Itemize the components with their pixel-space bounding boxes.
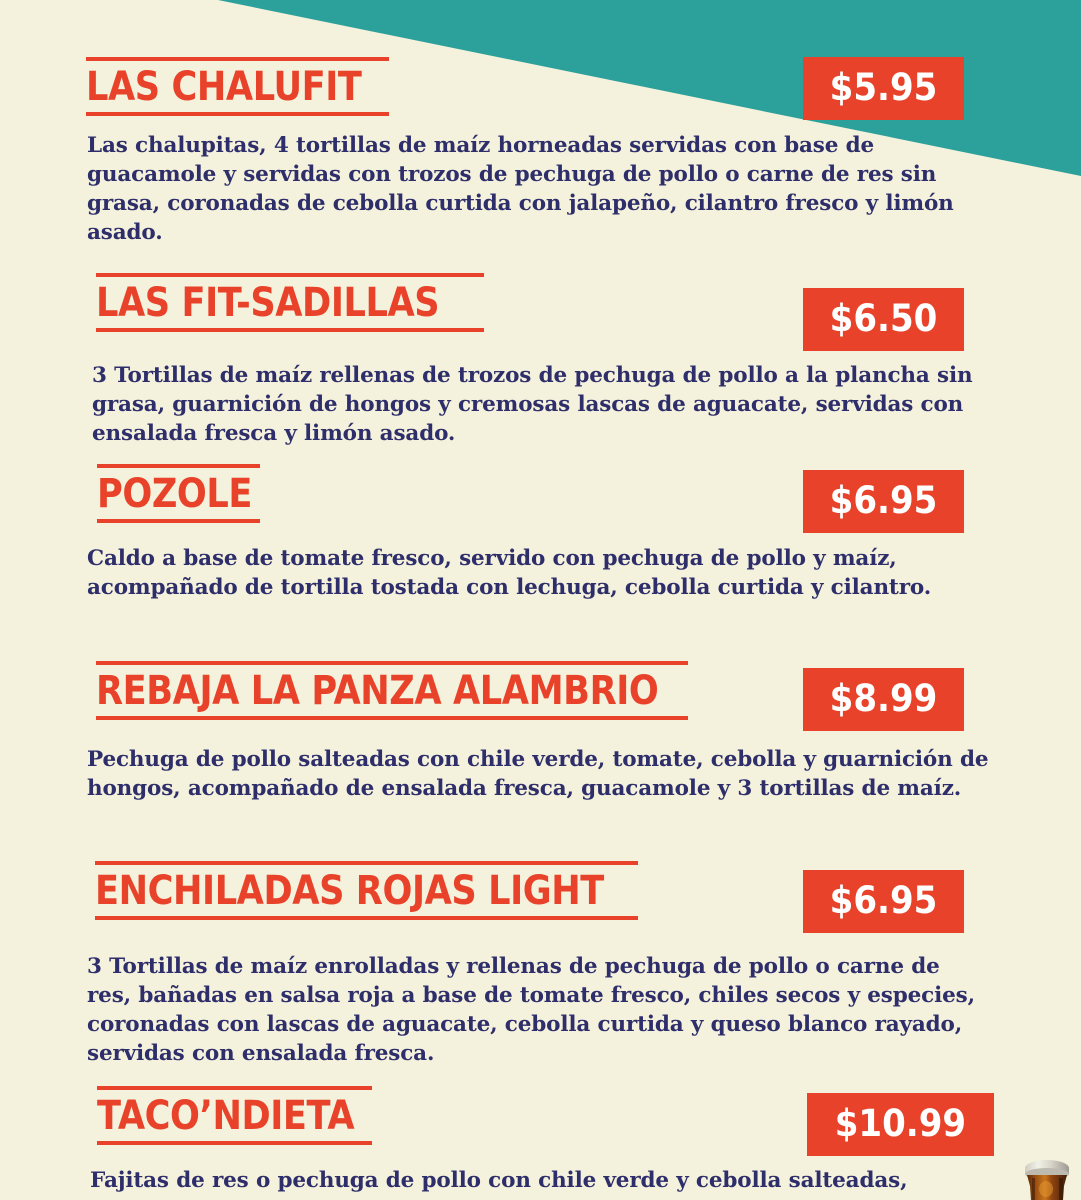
price-value: $6.95 [829,479,938,522]
menu-item-title: ENCHILADAS ROJAS LIGHT [95,868,604,914]
menu-item-description: 3 Tortillas de maíz rellenas de trozos d… [92,363,973,446]
menu-item-description: Pechuga de pollo salteadas con chile ver… [87,747,989,801]
price-badge: $8.99 [803,668,965,731]
title-rule-bottom [97,519,260,523]
menu-item-title-block: POZOLE [97,464,260,523]
menu-item-description: Fajitas de res o pechuga de pollo con ch… [90,1168,908,1193]
menu-item-title-block: LAS FIT-SADILLAS [96,273,484,332]
beer-bottle-photo [1019,1156,1075,1200]
menu-item-title-block: ENCHILADAS ROJAS LIGHT [95,861,638,920]
menu-item-title: LAS CHALUFIT [86,64,362,110]
menu-item-description: Las chalupitas, 4 tortillas de maíz horn… [87,133,954,245]
menu-item-description: Caldo a base de tomate fresco, servido c… [87,546,932,600]
price-badge: $6.95 [803,470,965,533]
price-badge: $6.95 [803,870,965,933]
menu-item-description: 3 Tortillas de maíz enrolladas y rellena… [87,954,975,1066]
title-rule-bottom [86,112,389,116]
menu-item-title: POZOLE [97,471,253,517]
price-value: $6.50 [829,297,938,340]
price-value: $5.95 [829,66,938,109]
title-rule-top [95,861,638,865]
title-rule-bottom [95,916,638,920]
title-rule-top [97,1086,372,1090]
title-rule-top [86,57,389,61]
price-value: $10.99 [834,1102,967,1145]
price-badge: $5.95 [803,57,965,120]
title-rule-bottom [96,328,484,332]
price-value: $8.99 [829,677,938,720]
title-rule-bottom [97,1141,372,1145]
title-rule-top [97,464,260,468]
menu-item-title-block: LAS CHALUFIT [86,57,389,116]
menu-item-title: TACO’NDIETA [97,1093,355,1139]
title-rule-top [96,273,484,277]
price-badge: $10.99 [807,1093,994,1156]
menu-item-title: LAS FIT-SADILLAS [96,280,440,326]
title-rule-bottom [96,716,688,720]
title-rule-top [96,661,688,665]
menu-item-title-block: TACO’NDIETA [97,1086,372,1145]
menu-item-title-block: REBAJA LA PANZA ALAMBRIO [96,661,688,720]
price-value: $6.95 [829,879,938,922]
menu-item-title: REBAJA LA PANZA ALAMBRIO [96,668,659,714]
price-badge: $6.50 [803,288,965,351]
